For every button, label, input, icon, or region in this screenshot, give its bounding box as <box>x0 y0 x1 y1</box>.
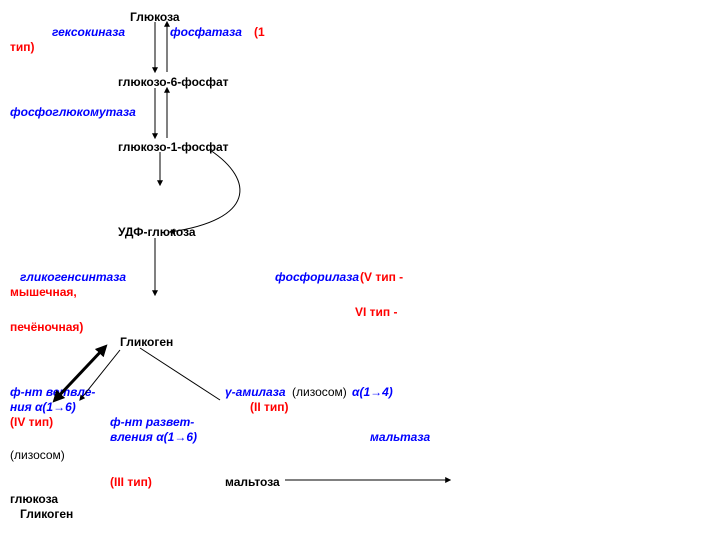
typeIV: (IV тип) <box>10 415 53 429</box>
typeV-part-a: (V тип - <box>360 270 403 284</box>
node-glucose: Глюкоза <box>130 10 180 24</box>
type1-part-a: (1 <box>254 25 265 39</box>
typeV-part-b: мышечная, <box>10 285 77 299</box>
typeII: (II тип) <box>250 400 289 414</box>
typeVI-part-b: печёночная) <box>10 320 83 334</box>
debranching-l1: ф-нт развет- <box>110 415 194 429</box>
enzyme-phosphoglucomutase: фосфоглюкомутаза <box>10 105 136 119</box>
branching-enzyme-l1: ф-нт ветвле- <box>10 385 95 399</box>
node-glycogen-end: Гликоген <box>20 507 73 521</box>
node-glucose-end: глюкоза <box>10 492 58 506</box>
node-udp-glucose: УДФ-глюкоза <box>118 225 196 239</box>
typeIII: (III тип) <box>110 475 152 489</box>
enzyme-phosphorylase: фосфорилаза <box>275 270 359 284</box>
enzyme-phosphatase: фосфатаза <box>170 25 242 39</box>
lysosome1: (лизосом) <box>292 385 347 399</box>
enzyme-maltase: мальтаза <box>370 430 430 444</box>
branching-enzyme-l2: ния α(1→6) <box>10 400 76 414</box>
alpha14: α(1→4) <box>352 385 393 399</box>
typeVI-part-a: VI тип - <box>355 305 398 319</box>
enzyme-glycogen-synthase: гликогенсинтаза <box>20 270 126 284</box>
enzyme-gamma-amylase: γ-амилаза <box>225 385 286 399</box>
debranching-l2: вления α(1→6) <box>110 430 197 444</box>
node-g6p: глюкозо-6-фосфат <box>118 75 229 89</box>
node-maltose: мальтоза <box>225 475 280 489</box>
type1-part-b: тип) <box>10 40 35 54</box>
node-g1p: глюкозо-1-фосфат <box>118 140 229 154</box>
enzyme-hexokinase: гексокиназа <box>52 25 125 39</box>
node-glycogen: Гликоген <box>120 335 173 349</box>
lysosome2: (лизосом) <box>10 448 65 462</box>
